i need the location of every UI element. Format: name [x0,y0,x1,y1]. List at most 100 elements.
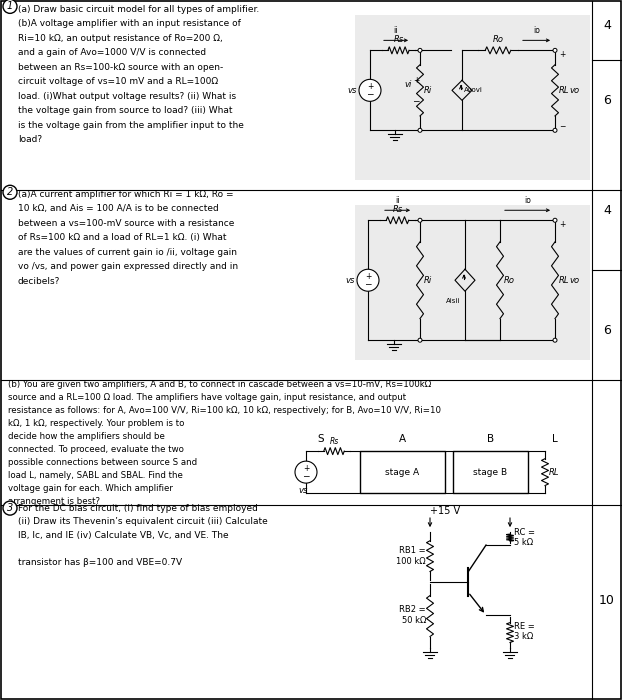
Text: RL: RL [559,86,570,94]
Text: ii: ii [395,196,400,205]
Circle shape [418,338,422,342]
Text: stage B: stage B [473,468,508,477]
Text: 4: 4 [603,19,611,32]
Text: and a gain of Avo=1000 V/V is connected: and a gain of Avo=1000 V/V is connected [18,48,206,57]
Text: −: − [412,96,420,105]
Text: B: B [487,434,494,444]
Circle shape [357,270,379,291]
Text: vo /vs, and power gain expressed directly and in: vo /vs, and power gain expressed directl… [18,262,238,271]
Text: is the voltage gain from the amplifier input to the: is the voltage gain from the amplifier i… [18,121,244,130]
Text: Rs: Rs [330,437,338,446]
Text: +: + [303,464,309,473]
Text: vo: vo [569,276,579,285]
Circle shape [3,0,17,13]
Circle shape [553,338,557,342]
Circle shape [359,79,381,102]
Text: For the DC bias circuit, (i) find type of bias employed: For the DC bias circuit, (i) find type o… [18,503,258,512]
Text: −: − [364,279,372,288]
Text: RE =
3 kΩ: RE = 3 kΩ [514,622,535,641]
Text: RC =
5 kΩ: RC = 5 kΩ [514,528,535,547]
Text: circuit voltage of vs=10 mV and a RL=100Ω: circuit voltage of vs=10 mV and a RL=100… [18,77,218,86]
Text: io: io [533,27,540,36]
Text: Aisii: Aisii [446,298,460,304]
Text: (b) You are given two amplifiers, A and B, to connect in cascade between a vs=10: (b) You are given two amplifiers, A and … [8,379,431,389]
Text: load. (i)What output voltage results? (ii) What is: load. (i)What output voltage results? (i… [18,92,236,101]
Text: +: + [367,83,373,91]
Text: are the values of current gain io /ii, voltage gain: are the values of current gain io /ii, v… [18,248,237,257]
Text: Rs: Rs [392,205,402,214]
Text: (a)A current amplifier for which Ri = 1 kΩ, Ro =: (a)A current amplifier for which Ri = 1 … [18,190,233,199]
Text: possible connections between source S and: possible connections between source S an… [8,458,197,467]
Text: 3: 3 [7,503,13,513]
Text: between an Rs=100-kΩ source with an open-: between an Rs=100-kΩ source with an open… [18,63,223,72]
Text: ii: ii [394,27,398,36]
Text: +: + [559,220,565,229]
Text: load L, namely, SABL and SBAL. Find the: load L, namely, SABL and SBAL. Find the [8,470,183,480]
Text: io: io [524,196,531,205]
Text: 6: 6 [603,323,611,337]
Text: load?: load? [18,135,42,144]
Text: connected. To proceed, evaluate the two: connected. To proceed, evaluate the two [8,444,184,454]
Text: voltage gain for each. Which amplifier: voltage gain for each. Which amplifier [8,484,173,493]
Text: vs: vs [299,486,308,495]
Text: vs: vs [346,276,355,285]
Text: −: − [302,471,310,480]
Text: of Rs=100 kΩ and a load of RL=1 kΩ. (i) What: of Rs=100 kΩ and a load of RL=1 kΩ. (i) … [18,233,226,242]
Text: IB, Ic, and IE (iv) Calculate VB, Vc, and VE. The: IB, Ic, and IE (iv) Calculate VB, Vc, an… [18,531,229,540]
Circle shape [418,48,422,52]
Text: vi: vi [405,80,412,89]
Circle shape [553,128,557,132]
Circle shape [418,128,422,132]
Bar [360,451,445,493]
Text: +: + [413,76,419,85]
Bar [355,15,590,181]
Text: −: − [559,122,565,131]
Bar [355,205,590,360]
Bar [453,451,528,493]
Text: A: A [399,434,406,444]
Text: between a vs=100-mV source with a resistance: between a vs=100-mV source with a resist… [18,219,234,228]
Text: −: − [366,90,374,98]
Text: +15 V: +15 V [430,506,460,516]
Text: (a) Draw basic circuit model for all types of amplifier.: (a) Draw basic circuit model for all typ… [18,5,259,14]
Text: RL: RL [549,468,560,477]
Text: kΩ, 1 kΩ, respectively. Your problem is to: kΩ, 1 kΩ, respectively. Your problem is … [8,419,184,428]
Text: the voltage gain from source to load? (iii) What: the voltage gain from source to load? (i… [18,106,233,116]
Text: 10: 10 [599,594,615,607]
Text: (ii) Draw its Thevenin’s equivalent circuit (iii) Calculate: (ii) Draw its Thevenin’s equivalent circ… [18,517,267,526]
Circle shape [418,218,422,223]
Text: 2: 2 [7,188,13,197]
Text: Ro: Ro [504,276,515,285]
Text: L: L [552,434,558,444]
Circle shape [553,48,557,52]
Text: RB1 =
100 kΩ: RB1 = 100 kΩ [396,547,426,566]
Text: Ri: Ri [424,276,432,285]
Circle shape [553,218,557,223]
Text: transistor has β=100 and VBE=0.7V: transistor has β=100 and VBE=0.7V [18,558,182,566]
Text: decibels?: decibels? [18,276,60,286]
Text: 6: 6 [603,94,611,107]
Text: Rs: Rs [393,36,404,44]
Text: stage A: stage A [386,468,420,477]
Text: Ri=10 kΩ, an output resistance of Ro=200 Ω,: Ri=10 kΩ, an output resistance of Ro=200… [18,34,223,43]
Circle shape [295,461,317,483]
Text: arrangement is best?: arrangement is best? [8,496,100,505]
Text: Ri: Ri [424,86,432,94]
Text: RB2 =
50 kΩ: RB2 = 50 kΩ [399,606,426,624]
Text: 1: 1 [7,1,13,11]
Circle shape [3,501,17,515]
Text: vs: vs [348,86,357,94]
Circle shape [3,186,17,199]
Text: vo: vo [569,86,579,94]
Text: (b)A voltage amplifier with an input resistance of: (b)A voltage amplifier with an input res… [18,20,241,29]
Text: 10 kΩ, and Ais = 100 A/A is to be connected: 10 kΩ, and Ais = 100 A/A is to be connec… [18,204,219,214]
Text: +: + [559,50,565,59]
Text: S: S [318,434,324,444]
Text: resistance as follows: for A, Avo=100 V/V, Ri=100 kΩ, 10 kΩ, respectively; for B: resistance as follows: for A, Avo=100 V/… [8,406,441,414]
Text: decide how the amplifiers should be: decide how the amplifiers should be [8,432,165,440]
Text: 4: 4 [603,204,611,217]
Text: Ro: Ro [493,36,503,44]
Text: source and a RL=100 Ω load. The amplifiers have voltage gain, input resistance, : source and a RL=100 Ω load. The amplifie… [8,393,406,402]
Text: Avovi: Avovi [464,88,483,93]
Text: +: + [365,272,371,281]
